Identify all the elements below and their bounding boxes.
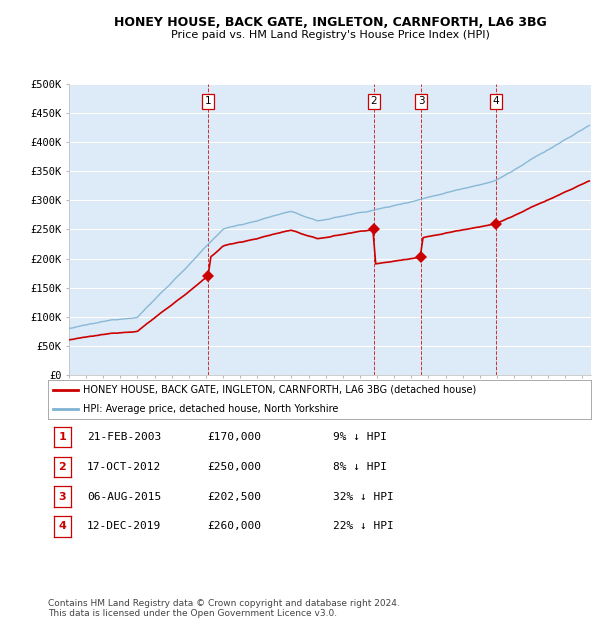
Text: £170,000: £170,000 xyxy=(207,432,261,442)
Text: £250,000: £250,000 xyxy=(207,462,261,472)
Text: 9% ↓ HPI: 9% ↓ HPI xyxy=(333,432,387,442)
Text: 3: 3 xyxy=(418,96,425,106)
Text: 06-AUG-2015: 06-AUG-2015 xyxy=(87,492,161,502)
Text: 21-FEB-2003: 21-FEB-2003 xyxy=(87,432,161,442)
Text: 1: 1 xyxy=(205,96,211,106)
Text: Contains HM Land Registry data © Crown copyright and database right 2024.
This d: Contains HM Land Registry data © Crown c… xyxy=(48,599,400,618)
Text: HONEY HOUSE, BACK GATE, INGLETON, CARNFORTH, LA6 3BG (detached house): HONEY HOUSE, BACK GATE, INGLETON, CARNFO… xyxy=(83,384,476,395)
Text: £202,500: £202,500 xyxy=(207,492,261,502)
Text: 2: 2 xyxy=(59,462,66,472)
Text: 32% ↓ HPI: 32% ↓ HPI xyxy=(333,492,394,502)
Text: 8% ↓ HPI: 8% ↓ HPI xyxy=(333,462,387,472)
Text: 17-OCT-2012: 17-OCT-2012 xyxy=(87,462,161,472)
Text: £260,000: £260,000 xyxy=(207,521,261,531)
Text: HPI: Average price, detached house, North Yorkshire: HPI: Average price, detached house, Nort… xyxy=(83,404,338,414)
Text: 4: 4 xyxy=(58,521,67,531)
Text: 4: 4 xyxy=(493,96,499,106)
Text: 3: 3 xyxy=(59,492,66,502)
Text: HONEY HOUSE, BACK GATE, INGLETON, CARNFORTH, LA6 3BG: HONEY HOUSE, BACK GATE, INGLETON, CARNFO… xyxy=(113,16,547,29)
Text: 22% ↓ HPI: 22% ↓ HPI xyxy=(333,521,394,531)
Text: 12-DEC-2019: 12-DEC-2019 xyxy=(87,521,161,531)
Text: 1: 1 xyxy=(59,432,66,442)
Text: Price paid vs. HM Land Registry's House Price Index (HPI): Price paid vs. HM Land Registry's House … xyxy=(170,30,490,40)
Text: 2: 2 xyxy=(370,96,377,106)
